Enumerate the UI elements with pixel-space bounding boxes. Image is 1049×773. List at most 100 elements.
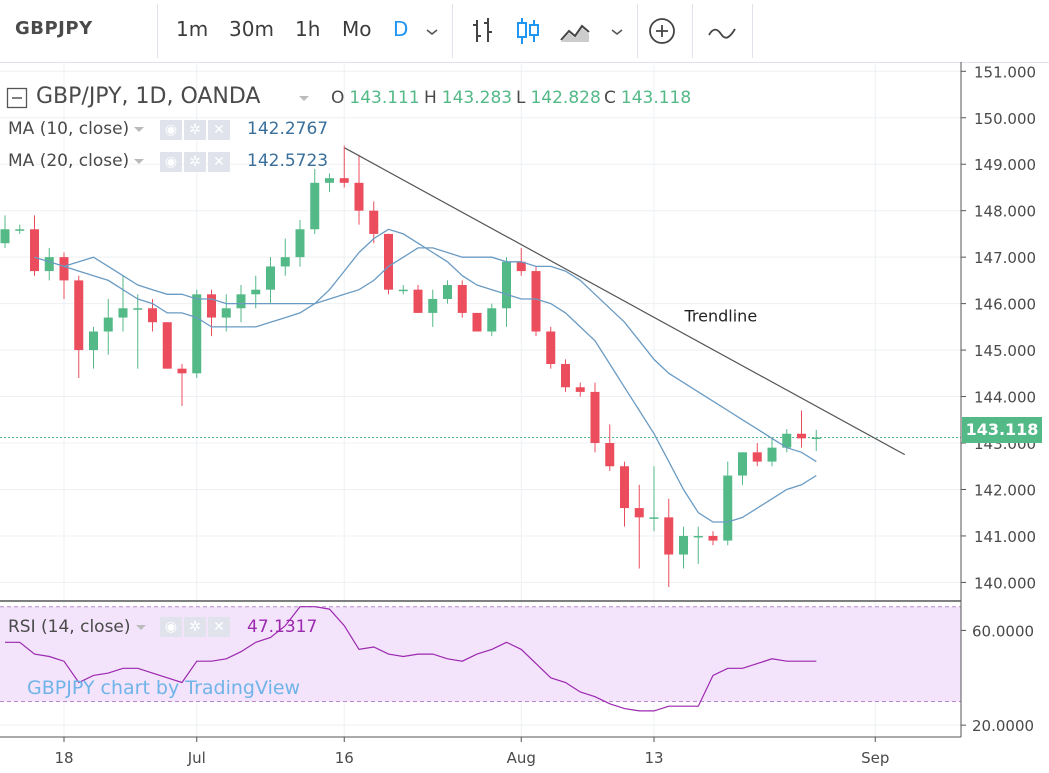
candle (74, 275, 84, 378)
chevron-down-icon[interactable] (297, 94, 311, 104)
symbol-search-button[interactable]: GBPJPY (15, 18, 93, 39)
candle-body (384, 233, 393, 290)
candle (30, 215, 39, 276)
candle-body (767, 447, 777, 462)
interval-1m-button[interactable]: 1m (176, 17, 209, 41)
candle (118, 275, 128, 332)
candle-body (118, 308, 128, 318)
candle-body (74, 280, 84, 351)
close-icon[interactable]: ✕ (208, 617, 230, 637)
candle (620, 461, 629, 527)
eye-icon[interactable]: ◉ (160, 617, 182, 637)
candle-body (44, 257, 54, 272)
candle (59, 252, 69, 299)
chevron-down-icon[interactable] (420, 20, 444, 44)
price-tick-label: 146.000 (974, 296, 1036, 314)
toolbar-divider (692, 4, 693, 58)
candle-body (457, 285, 467, 313)
trendline-label: Trendline (684, 306, 758, 325)
area-style-icon[interactable] (558, 14, 592, 48)
ohlc-close: C 143.118 (604, 88, 692, 108)
chevron-down-icon[interactable] (133, 126, 145, 134)
candle-body (192, 294, 202, 374)
candle (590, 382, 600, 453)
candle (605, 424, 615, 471)
last-price-tag: 143.118 (962, 417, 1042, 443)
moving-average-lines (34, 228, 817, 523)
candle (280, 238, 290, 276)
interval-30m-button[interactable]: 30m (229, 17, 274, 41)
eye-icon[interactable]: ◉ (160, 152, 182, 172)
tradingview-watermark[interactable]: GBPJPY chart by TradingView (27, 677, 301, 699)
candle (15, 224, 25, 234)
candle (664, 498, 674, 588)
trendline (344, 147, 906, 456)
candle (428, 289, 438, 327)
ohlc-open: O 143.111 (331, 88, 420, 108)
ma20-value: 142.5723 (247, 151, 329, 171)
candle (752, 443, 762, 467)
close-icon[interactable]: ✕ (208, 120, 230, 140)
candle-body (0, 229, 10, 244)
candle-body (575, 387, 585, 392)
time-tick-label: 18 (54, 749, 73, 767)
candle-body (738, 452, 747, 476)
candle-body (531, 271, 541, 332)
candle (502, 257, 511, 327)
chart-title[interactable]: GBP/JPY, 1D, OANDA (36, 84, 261, 109)
candle (634, 484, 644, 569)
toolbar-divider (452, 4, 453, 58)
candle (325, 173, 334, 193)
gear-icon[interactable]: ✲ (184, 120, 206, 140)
candle (266, 257, 275, 304)
candle-body (797, 433, 806, 439)
toolbar-divider (157, 4, 158, 58)
candle (782, 429, 792, 453)
chevron-down-icon[interactable] (135, 624, 147, 632)
collapse-icon[interactable] (6, 87, 28, 109)
candle-body (708, 535, 718, 541)
candle (339, 145, 349, 188)
toolbar-divider (637, 4, 638, 58)
price-tick-label: 141.000 (974, 528, 1036, 546)
gear-icon[interactable]: ✲ (184, 152, 206, 172)
candle (103, 298, 113, 355)
chevron-down-icon[interactable] (605, 20, 629, 44)
interval-1h-button[interactable]: 1h (295, 17, 321, 41)
rsi-label[interactable]: RSI (14, close) (8, 617, 131, 637)
candle (457, 280, 467, 318)
interval-day-button[interactable]: D (393, 17, 409, 41)
candle-body (369, 210, 379, 234)
ma10-label[interactable]: MA (10, close) (8, 119, 130, 139)
candle (693, 526, 703, 564)
candle-body (251, 289, 261, 295)
toolbar-divider (752, 4, 753, 58)
chevron-down-icon[interactable] (133, 158, 145, 166)
rsi-tick-label: 20.0000 (972, 717, 1034, 735)
candle (546, 326, 556, 369)
candle (797, 410, 806, 448)
price-axis: 151.000 150.000 149.000 148.000 147.000 146.0… (0, 62, 1036, 767)
candle (708, 531, 718, 546)
candle-body (502, 261, 511, 309)
candle (649, 466, 659, 532)
candles-style-icon[interactable] (511, 14, 545, 48)
top-toolbar: GBPJPY 1m 30m 1h Mo D (0, 0, 1049, 63)
ma20-label[interactable]: MA (20, close) (8, 151, 130, 171)
time-tick-label: Jul (187, 749, 206, 767)
candle-body (325, 178, 334, 183)
candle-body (162, 322, 172, 369)
rsi-tick-label: 60.0000 (972, 622, 1034, 640)
close-icon[interactable]: ✕ (208, 152, 230, 172)
gear-icon[interactable]: ✲ (184, 617, 206, 637)
bar-style-icon[interactable] (466, 14, 500, 48)
eye-icon[interactable]: ◉ (160, 120, 182, 140)
price-tick-label: 150.000 (974, 110, 1036, 128)
price-tick-label: 148.000 (974, 203, 1036, 221)
add-indicator-icon[interactable] (645, 14, 679, 48)
price-tick-label: 151.000 (974, 63, 1036, 81)
price-tick-label: 140.000 (974, 574, 1036, 592)
interval-month-button[interactable]: Mo (342, 17, 372, 41)
compare-icon[interactable] (705, 14, 739, 48)
